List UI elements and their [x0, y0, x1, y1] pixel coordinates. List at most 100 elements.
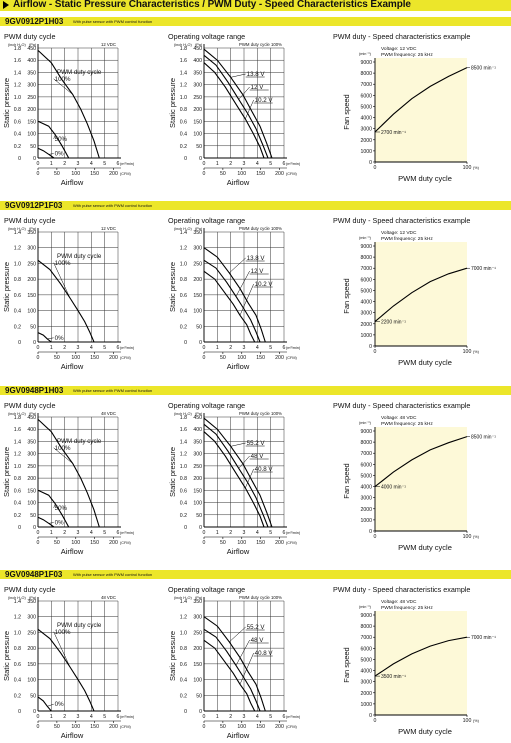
- cfm-tick-label: 0: [203, 171, 206, 177]
- speed-chart: 0100020003000400050006000700080009000(mi…: [342, 599, 496, 736]
- y-tick-label-inch: 0: [18, 709, 21, 715]
- x-tick-label: 3: [243, 161, 246, 167]
- series-line: [203, 54, 269, 159]
- y-tick-label: 300: [193, 83, 202, 89]
- y-tick-label: 2000: [360, 138, 372, 144]
- y-tick-label-inch: 0.4: [180, 678, 187, 684]
- section-title-speed: PWM duty - Speed characteristics example: [333, 216, 471, 225]
- section-title-duty: PWM duty cycle: [4, 401, 56, 410]
- x-tick-label: 100: [463, 349, 472, 355]
- series-line: [37, 696, 52, 712]
- note-frequency: PWM frequency: 25 kHz: [381, 236, 433, 242]
- y-tick-label-inch: 0.6: [14, 119, 21, 125]
- section-title-speed: PWM duty - Speed characteristics example: [333, 585, 471, 594]
- x-tick-label: 0: [374, 534, 377, 540]
- unit-label-pa: (Pa): [29, 412, 37, 416]
- x-tick-label: 5: [269, 345, 272, 351]
- y-tick-label: 250: [193, 630, 202, 636]
- y-tick-label: 50: [196, 693, 202, 699]
- y-tick-label: 300: [27, 83, 36, 89]
- y-tick-label-inch: 1.0: [14, 95, 21, 101]
- series-line: [374, 436, 468, 488]
- series-line: [203, 423, 269, 528]
- x-tick-label: 0: [37, 714, 40, 720]
- y-tick-label-inch: 0.2: [180, 513, 187, 519]
- y-tick-label-inch: 1.8: [180, 46, 187, 52]
- y-tick-label: 100: [27, 132, 36, 138]
- y-tick-label-inch: 1.4: [14, 439, 21, 445]
- cfm-tick-label: 100: [237, 540, 246, 546]
- series-line: [37, 147, 55, 159]
- y-tick-label: 250: [193, 95, 202, 101]
- cfm-tick-label: 0: [203, 540, 206, 546]
- x-tick-label: 5: [103, 161, 106, 167]
- series-label: 13.8 V: [247, 71, 266, 78]
- y-tick-label-inch: 0.4: [14, 501, 21, 507]
- series-label: 100%: [55, 260, 71, 267]
- series-label: 48 V: [251, 453, 265, 460]
- x-tick-label: 3: [243, 345, 246, 351]
- y-axis-title: Static pressure: [168, 631, 177, 681]
- x-tick-label: 6: [117, 345, 120, 351]
- x-axis-title: Airflow: [227, 731, 250, 740]
- y-tick-label: 2000: [360, 691, 372, 697]
- end-speed-label: 8500 min⁻¹: [471, 66, 496, 72]
- x-tick-label: 5: [103, 714, 106, 720]
- y-tick-label-inch: 0.4: [180, 309, 187, 315]
- y-tick-label-inch: 1.2: [14, 246, 21, 252]
- y-tick-label: 50: [30, 144, 36, 150]
- series-label: 55.2 V: [247, 624, 266, 631]
- y-tick-label-inch: 1.6: [14, 58, 21, 64]
- start-speed-label: 4000 min⁻¹: [381, 485, 406, 491]
- y-tick-label: 250: [193, 464, 202, 470]
- unit-label-cfm: (CFM): [286, 172, 297, 176]
- series-line: [37, 259, 95, 343]
- note-label: 12 VDC: [101, 226, 116, 231]
- x-tick-label: 6: [283, 161, 286, 167]
- note-label: PWM duty cycle 100%: [239, 226, 282, 231]
- x-tick-label: 1: [216, 714, 219, 720]
- x-axis-title: PWM duty cycle: [398, 727, 452, 736]
- duty-chart: 05010015020025030035000.20.40.60.81.01.2…: [2, 226, 135, 371]
- y-tick-label-inch: 1.4: [180, 439, 187, 445]
- y-tick-label-inch: 1.6: [14, 427, 21, 433]
- series-line: [203, 431, 265, 528]
- x-axis-title: Airflow: [61, 547, 84, 556]
- x-tick-label: 3: [77, 161, 80, 167]
- x-tick-label: 0: [374, 349, 377, 355]
- note-frequency: PWM frequency: 25 kHz: [381, 52, 433, 58]
- note-frequency: PWM frequency: 25 kHz: [381, 421, 433, 427]
- x-axis-title: Airflow: [61, 362, 84, 371]
- model-bar: 9GV0948P1H03 With pulse sensor with PWM …: [0, 386, 511, 395]
- unit-label-cfm: (CFM): [120, 725, 131, 729]
- unit-label-x: (m³/min): [120, 162, 135, 166]
- unit-label-inch: (inch H₂O): [174, 412, 192, 416]
- y-tick-label: 300: [27, 452, 36, 458]
- y-tick-label: 4000: [360, 669, 372, 675]
- y-tick-label: 3000: [360, 680, 372, 686]
- y-tick-label: 200: [27, 107, 36, 113]
- curve-title-label: PWM duty cycle: [57, 69, 102, 76]
- cfm-tick-label: 100: [71, 540, 80, 546]
- y-tick-label: 300: [193, 246, 202, 252]
- cfm-tick-label: 100: [71, 724, 80, 730]
- series-line: [203, 48, 273, 159]
- model-bar: 9GV0912P1H03 With pulse sensor with PWM …: [0, 17, 511, 26]
- series-label: 0%: [55, 151, 64, 158]
- unit-label-cfm: (CFM): [286, 356, 297, 360]
- series-label: 10.2 V: [255, 97, 274, 104]
- unit-label-cfm: (CFM): [120, 172, 131, 176]
- curve-title-label: PWM duty cycle: [57, 622, 102, 629]
- series-label: 0%: [55, 335, 64, 342]
- cfm-tick-label: 50: [220, 724, 226, 730]
- x-tick-label: 0: [374, 165, 377, 171]
- cfm-tick-label: 100: [237, 724, 246, 730]
- series-label: 48 V: [251, 637, 265, 644]
- y-tick-label: 450: [193, 415, 202, 421]
- leader-line: [229, 626, 246, 643]
- series-label: 100%: [55, 76, 71, 83]
- cfm-tick-label: 200: [109, 540, 118, 546]
- x-tick-label: 2: [229, 530, 232, 536]
- x-tick-label: 6: [283, 345, 286, 351]
- x-tick-label: 6: [117, 530, 120, 536]
